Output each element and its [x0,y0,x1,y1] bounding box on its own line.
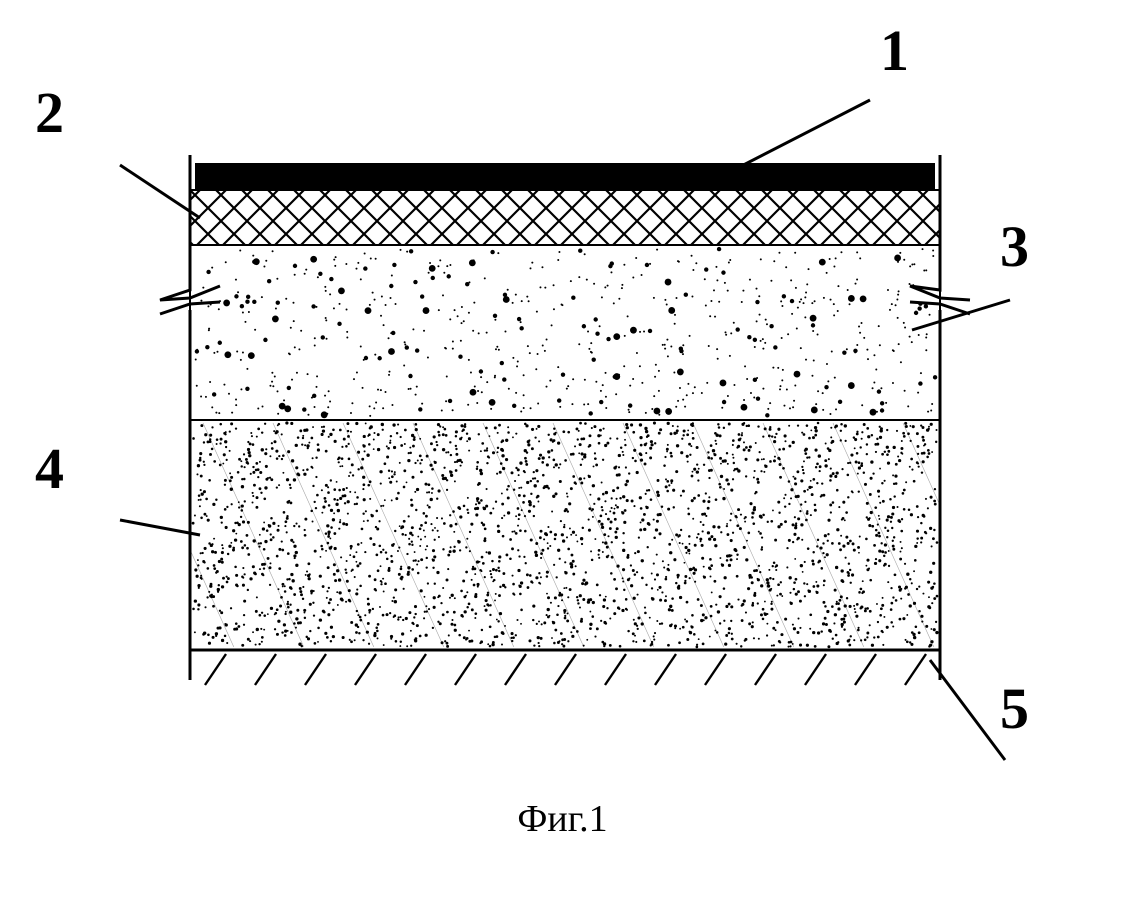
callout-label-2: 2 [35,84,64,142]
diagram-svg [0,0,1125,897]
figure-canvas: 1 2 3 4 5 Фиг.1 [0,0,1125,897]
callout-label-3: 3 [1000,218,1029,276]
callout-label-4: 4 [35,440,64,498]
figure-caption: Фиг.1 [0,800,1125,838]
callout-label-5: 5 [1000,680,1029,738]
callout-label-1: 1 [880,22,909,80]
